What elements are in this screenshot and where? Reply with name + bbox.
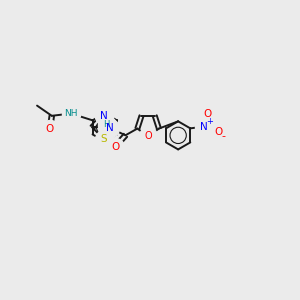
Text: N: N [200,122,208,131]
Text: +: + [206,117,213,126]
Text: NH: NH [64,109,78,118]
Text: O: O [46,124,54,134]
Text: O: O [144,131,152,141]
Text: O: O [111,142,119,152]
Text: -: - [221,130,225,141]
Text: N: N [100,111,107,121]
Text: S: S [100,134,107,144]
Text: H: H [103,120,110,129]
Text: N: N [106,124,113,134]
Text: O: O [214,127,223,137]
Text: O: O [204,109,212,119]
